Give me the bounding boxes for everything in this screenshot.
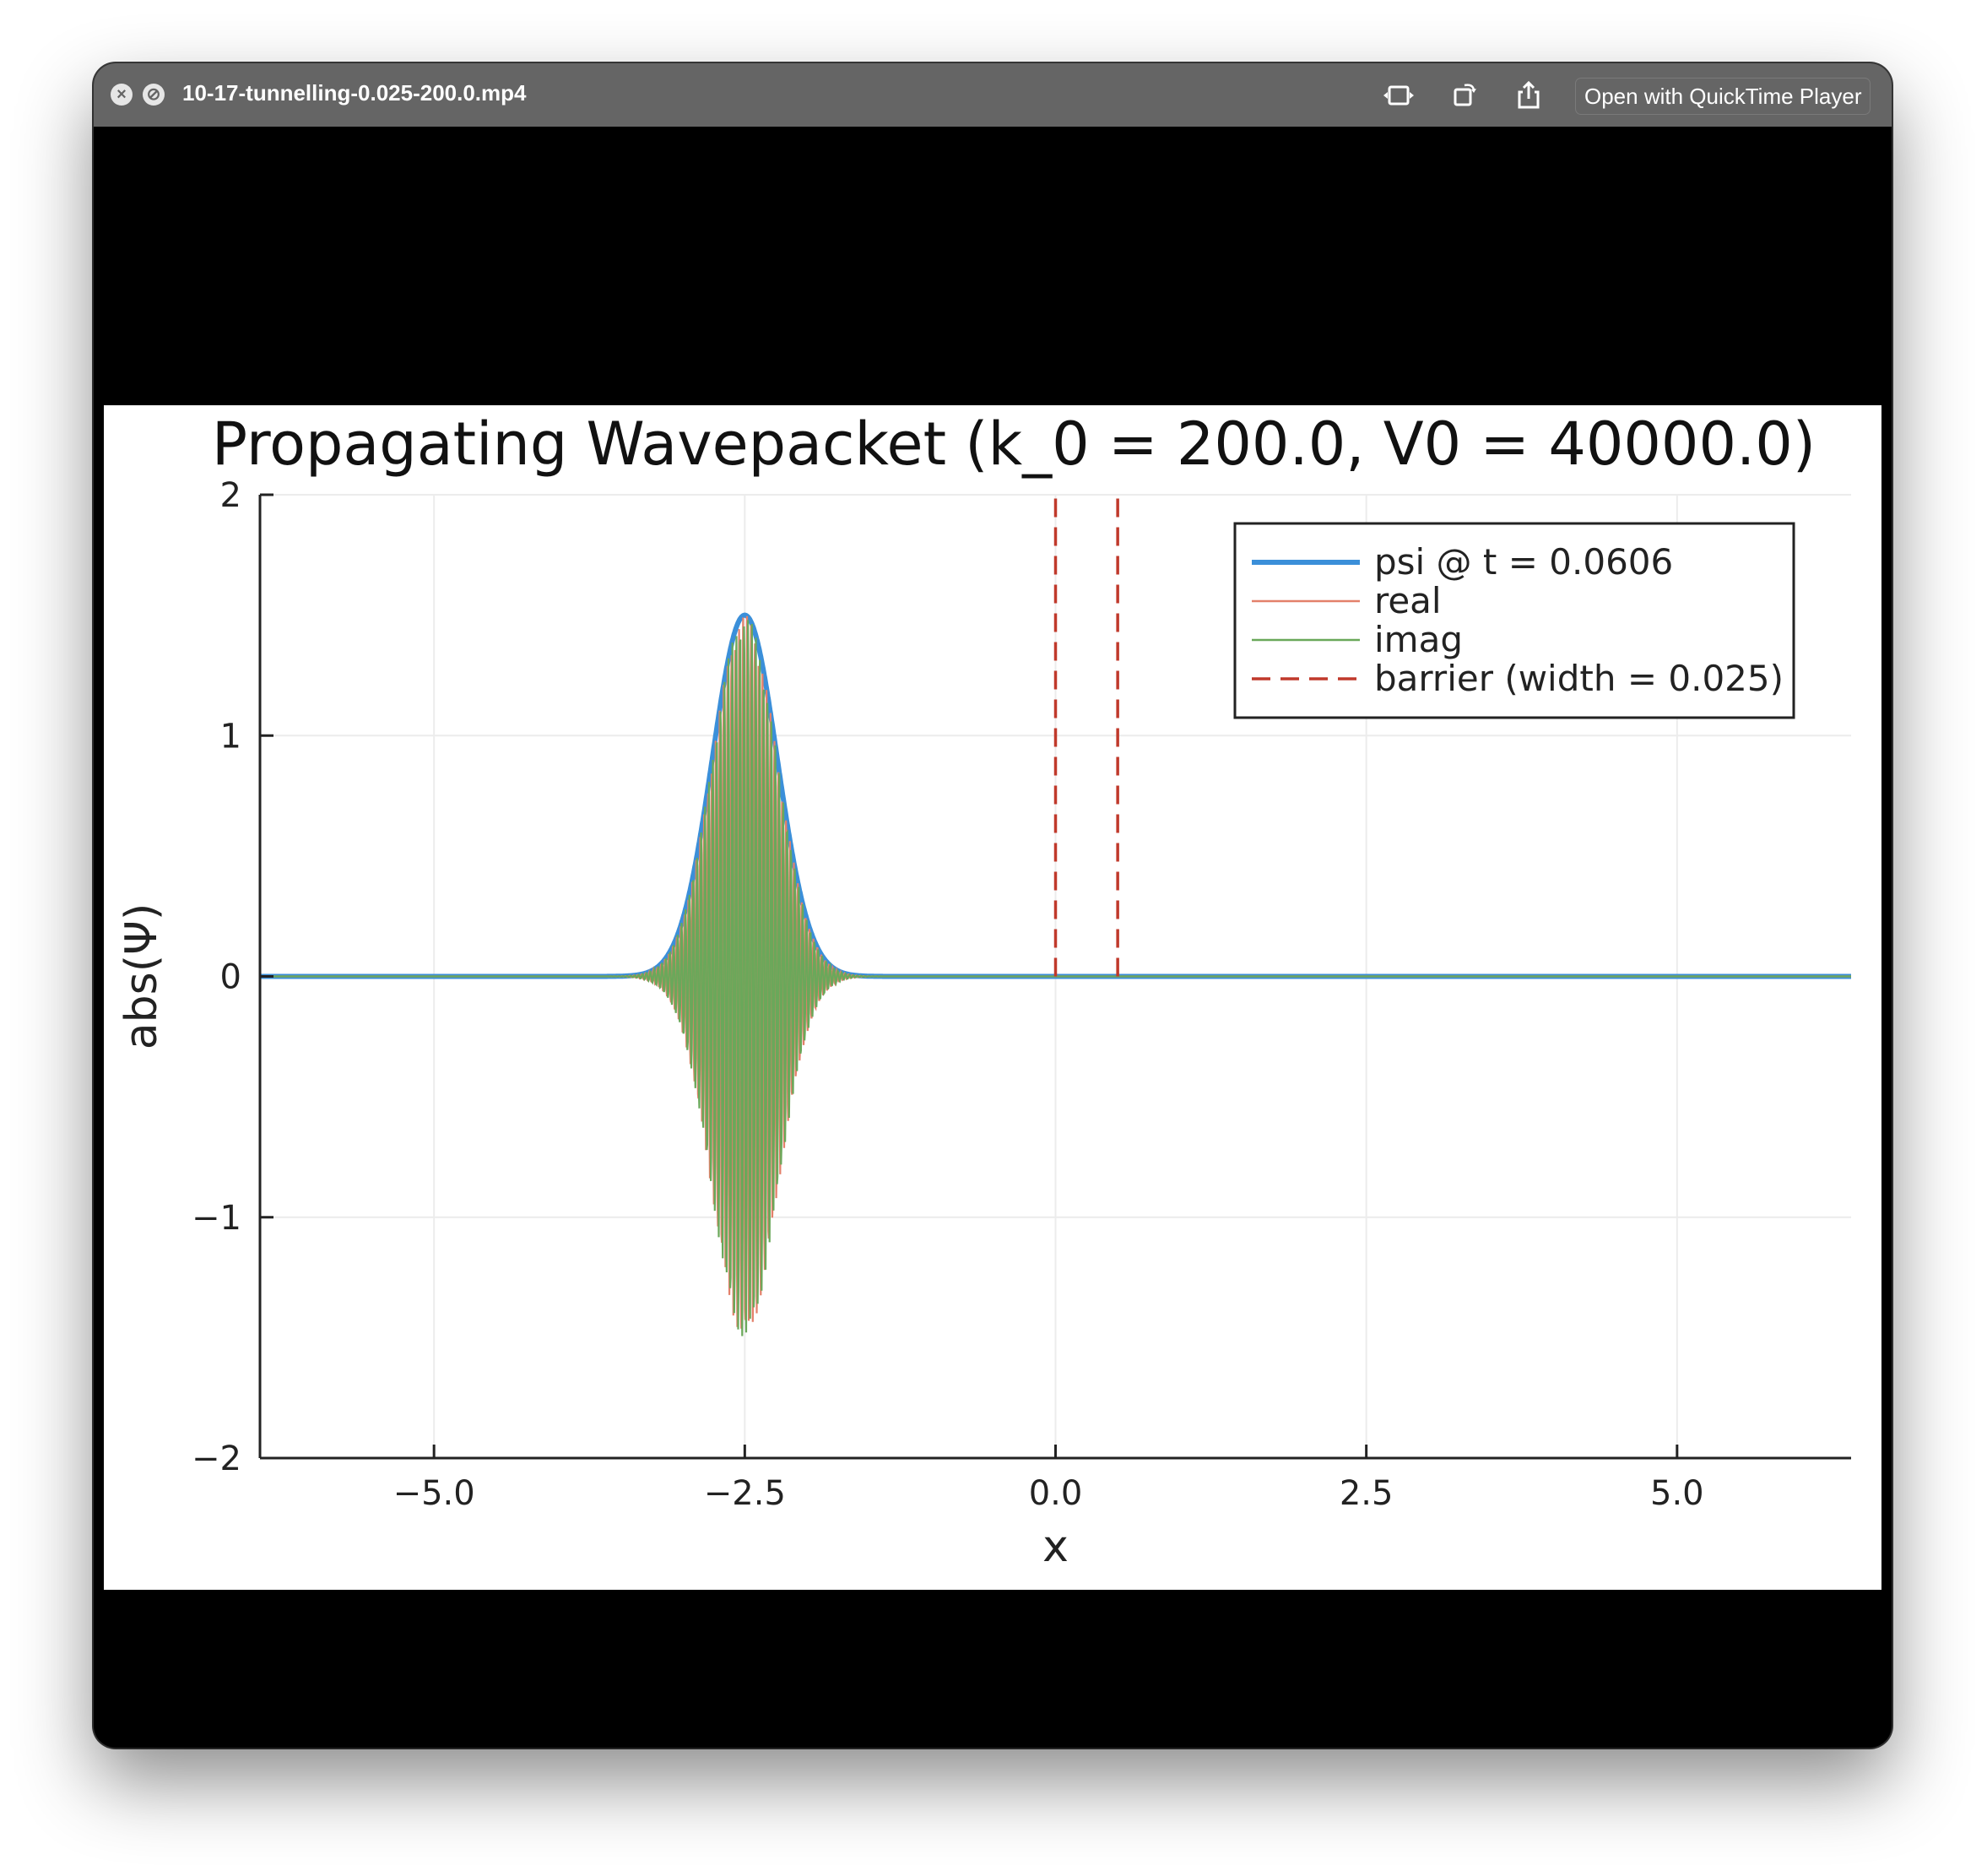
- y-axis-label: abs(Ψ): [116, 903, 167, 1049]
- x-tick-label: −5.0: [393, 1474, 475, 1513]
- legend-box: [1233, 522, 1795, 719]
- window-title: 10-17-tunnelling-0.025-200.0.mp4: [182, 80, 527, 106]
- minimize-icon[interactable]: ⊘: [143, 84, 165, 106]
- x-tick-label: 2.5: [1340, 1474, 1394, 1513]
- x-axis-label: x: [1042, 1521, 1069, 1572]
- x-tick-label: 0.0: [1029, 1474, 1083, 1513]
- close-icon[interactable]: ×: [111, 84, 133, 106]
- chart-title: Propagating Wavepacket (k_0 = 200.0, V0 …: [212, 409, 1816, 479]
- share-icon[interactable]: [1512, 80, 1546, 111]
- x-tick-label: −2.5: [704, 1474, 786, 1513]
- legend-label: psi @ t = 0.0606: [1374, 541, 1673, 583]
- legend-label: real: [1374, 580, 1442, 621]
- y-tick-label: 1: [220, 717, 241, 756]
- y-tick-label: −1: [192, 1199, 241, 1238]
- legend-label: barrier (width = 0.025): [1374, 658, 1784, 699]
- trim-icon[interactable]: [1382, 80, 1416, 111]
- y-tick-label: 2: [220, 476, 241, 515]
- plot-area: Propagating Wavepacket (k_0 = 200.0, V0 …: [104, 405, 1881, 1590]
- video-frame[interactable]: Propagating Wavepacket (k_0 = 200.0, V0 …: [104, 127, 1881, 1738]
- axes: −5.0 −2.5 0.0 2.5 5.0 −2 −1 0 1 2 x abs(Ψ): [116, 476, 1851, 1572]
- quicklook-window: × ⊘ 10-17-tunnelling-0.025-200.0.mp4 Ope…: [94, 63, 1892, 1748]
- wavepacket-chart: Propagating Wavepacket (k_0 = 200.0, V0 …: [116, 409, 1851, 1572]
- x-tick-label: 5.0: [1650, 1474, 1704, 1513]
- y-tick-label: 0: [220, 958, 241, 997]
- legend-label: imag: [1374, 619, 1463, 660]
- title-bar: × ⊘ 10-17-tunnelling-0.025-200.0.mp4 Ope…: [94, 63, 1892, 127]
- rotate-icon[interactable]: [1448, 80, 1481, 111]
- open-with-quicktime-button[interactable]: Open with QuickTime Player: [1575, 78, 1871, 115]
- series-layer: [260, 495, 1851, 1337]
- y-tick-label: −2: [192, 1440, 241, 1478]
